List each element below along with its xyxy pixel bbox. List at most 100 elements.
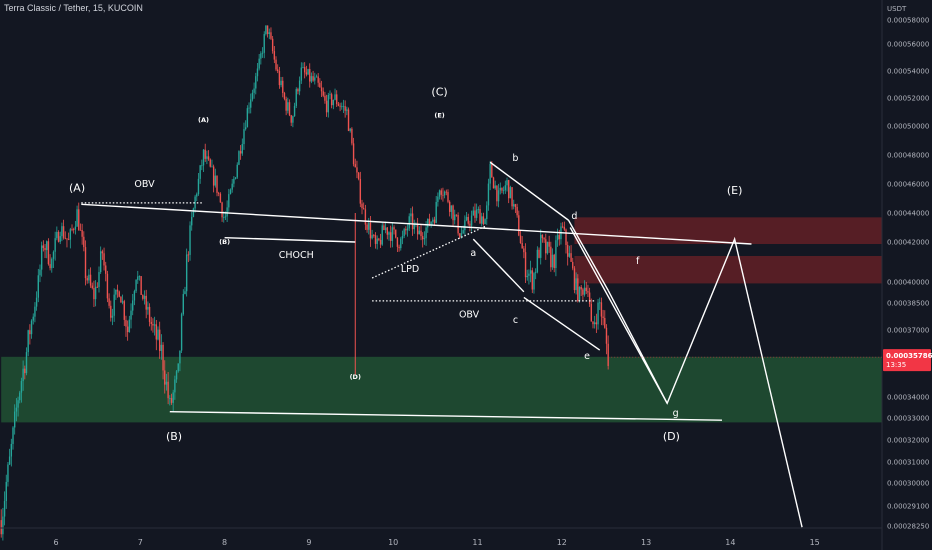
candle-body <box>590 303 593 322</box>
candle-body <box>233 178 235 184</box>
wave-label: g <box>673 408 679 419</box>
candle-body <box>271 38 274 52</box>
candle-body <box>86 278 88 281</box>
candle-body <box>22 368 24 382</box>
candle-body <box>354 164 356 168</box>
candle-body <box>344 106 346 111</box>
candle-body <box>196 194 198 197</box>
candle-body <box>317 76 319 83</box>
candle-body <box>561 226 564 228</box>
candle-body <box>290 115 292 123</box>
candle-body <box>504 185 507 191</box>
candle-body <box>445 191 448 193</box>
candle-body <box>583 287 586 295</box>
candle-body <box>256 68 259 77</box>
drawings-layer <box>81 161 803 528</box>
price-tick-label: 0.00046000 <box>887 181 929 189</box>
candle-body <box>400 238 402 249</box>
candle-body <box>126 326 129 333</box>
candle-body <box>438 190 441 197</box>
candle-body <box>588 292 591 304</box>
candle-body <box>553 254 555 268</box>
price-axis-panel <box>882 0 932 550</box>
candle-body <box>383 225 385 231</box>
time-tick-label: 13 <box>641 538 651 547</box>
wedge-lower-line <box>523 296 601 351</box>
candle-body <box>206 156 208 159</box>
candle-body <box>150 321 152 324</box>
candle-body <box>536 249 539 273</box>
supply-zone-lower <box>574 256 882 284</box>
wave-label: (B) <box>166 430 182 443</box>
candle-body <box>423 238 426 240</box>
candle-body <box>135 279 137 292</box>
candle-body <box>42 245 45 248</box>
candle-body <box>239 151 242 154</box>
candle-body <box>158 329 161 351</box>
candle-body <box>231 183 233 190</box>
candle-body <box>47 241 50 265</box>
candle-body <box>545 239 547 254</box>
candle-body <box>481 216 483 224</box>
candle-body <box>96 286 99 288</box>
last-price-value: 0.00035786 <box>886 352 932 360</box>
candle-body <box>324 95 326 101</box>
candle-body <box>499 187 501 191</box>
candle-body <box>443 191 446 196</box>
candle-body <box>497 190 500 202</box>
candle-body <box>405 229 407 231</box>
candle-body <box>184 291 186 295</box>
candle-body <box>509 187 512 199</box>
candles-layer <box>0 25 609 541</box>
candle-body <box>32 316 34 321</box>
candle-body <box>288 102 291 116</box>
candle-body <box>292 116 294 123</box>
wave-label: b <box>512 153 518 164</box>
candle-body <box>29 330 31 335</box>
time-tick-label: 9 <box>306 538 311 547</box>
candle-body <box>502 190 505 192</box>
candle-body <box>491 163 493 178</box>
candle-body <box>88 274 90 281</box>
candle-body <box>303 67 306 73</box>
candle-body <box>64 237 66 239</box>
candle-body <box>496 185 498 202</box>
candle-body <box>448 201 451 212</box>
time-tick-label: 12 <box>557 538 567 547</box>
candle-body <box>260 53 262 59</box>
candle-body <box>185 254 188 292</box>
candle-body <box>300 67 303 81</box>
candle-body <box>71 229 73 231</box>
candle-body <box>516 206 518 216</box>
candle-body <box>108 298 110 306</box>
candle-body <box>0 520 2 535</box>
candle-body <box>384 227 387 231</box>
candle-body <box>376 238 378 244</box>
candle-body <box>13 411 16 428</box>
candle-body <box>167 381 169 399</box>
candle-body <box>418 230 421 235</box>
candle-body <box>224 216 227 218</box>
candle-body <box>187 254 190 256</box>
candle-body <box>211 166 213 168</box>
candle-body <box>334 94 336 100</box>
price-tick-label: 0.00037000 <box>887 327 929 335</box>
candle-body <box>482 216 485 225</box>
candle-body <box>411 213 414 230</box>
candle-body <box>507 180 510 199</box>
candle-body <box>541 234 544 239</box>
candle-body <box>523 248 525 253</box>
candle-body <box>433 219 436 223</box>
price-tick-label: 0.00038500 <box>887 300 929 308</box>
candle-body <box>563 226 566 230</box>
candle-body <box>189 225 191 255</box>
candle-body <box>116 289 119 292</box>
price-tick-label: 0.00048000 <box>887 152 929 160</box>
candle-body <box>464 220 466 231</box>
candle-body <box>295 89 297 106</box>
candle-body <box>531 270 533 290</box>
candle-body <box>241 144 244 154</box>
candle-body <box>204 149 206 159</box>
candle-body <box>202 149 205 166</box>
